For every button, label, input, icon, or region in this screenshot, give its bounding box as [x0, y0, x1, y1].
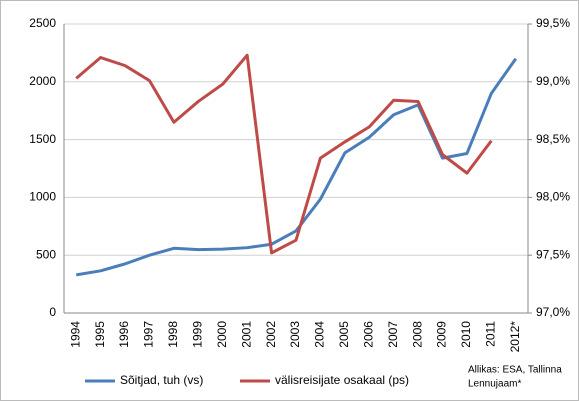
x-tick-label: 2006 — [361, 321, 375, 348]
x-tick-label: 1995 — [93, 321, 107, 348]
legend-label: välisreisijate osakaal (ps) — [275, 373, 409, 387]
y-tick-label: 2000 — [29, 74, 56, 88]
x-tick-label: 2001 — [239, 321, 253, 348]
x-tick-label: 2000 — [215, 321, 229, 348]
y2-tick-label: 97,5% — [536, 247, 570, 261]
source-note: Lennujaam* — [468, 379, 521, 390]
x-tick-label: 2010 — [459, 321, 473, 348]
legend-label: Sõitjad, tuh (vs) — [120, 373, 203, 387]
x-tick-label: 2007 — [386, 321, 400, 348]
series-line — [75, 53, 493, 255]
x-tick-label: 2002 — [264, 321, 278, 348]
x-tick-label: 1997 — [142, 321, 156, 348]
y2-tick-label: 99,5% — [536, 16, 570, 30]
y-tick-label: 2500 — [29, 16, 56, 30]
x-tick-label: 1996 — [117, 321, 131, 348]
y-tick-label: 1000 — [29, 190, 56, 204]
x-tick-label: 2003 — [288, 321, 302, 348]
y2-tick-label: 98,0% — [536, 190, 570, 204]
y-tick-label: 1500 — [29, 132, 56, 146]
x-tick-label: 2011 — [484, 321, 498, 347]
x-tick-label: 1994 — [68, 321, 82, 348]
x-tick-label: 2012* — [508, 321, 522, 353]
x-tick-label: 1999 — [190, 321, 204, 348]
x-tick-label: 2004 — [313, 321, 327, 348]
y2-tick-label: 97,0% — [536, 305, 570, 319]
y-tick-label: 0 — [49, 305, 56, 319]
x-tick-label: 1998 — [166, 321, 180, 348]
series-line — [75, 57, 518, 277]
x-tick-label: 2005 — [337, 321, 351, 348]
y2-tick-label: 99,0% — [536, 74, 570, 88]
y2-tick-label: 98,5% — [536, 132, 570, 146]
source-note: Allikas: ESA, Tallinna — [468, 365, 562, 376]
x-tick-label: 2009 — [435, 321, 449, 348]
y-tick-label: 500 — [36, 247, 56, 261]
x-tick-label: 2008 — [410, 321, 424, 348]
